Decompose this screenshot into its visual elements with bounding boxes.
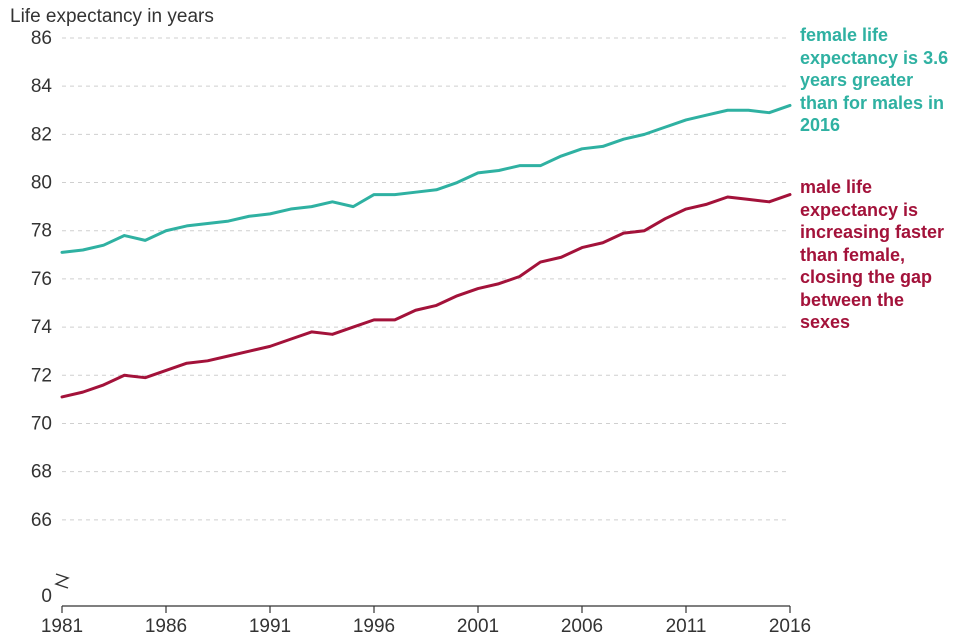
y-tick-label: 68 [31,462,52,483]
y-tick-label: 66 [31,510,52,531]
x-tick-label: 1996 [353,616,395,637]
y-tick-label: 80 [31,173,52,194]
y-tick-label: 72 [31,365,52,386]
y-tick-label: 84 [31,76,53,97]
x-tick-label: 2001 [457,616,499,637]
y-tick-label: 74 [31,317,53,338]
annotation-1: male life expectancy is increasing faste… [800,176,950,334]
x-tick-label: 1991 [249,616,291,637]
y-tick-label: 82 [31,124,52,145]
y-axis-title: Life expectancy in years [10,6,214,27]
x-tick-label: 2011 [666,616,707,637]
annotation-0: female life expectancy is 3.6 years grea… [800,24,950,137]
chart-container: Life expectancy in years 66 68 70 72 74 76 78 80… [0,0,960,640]
y-tick-label: 70 [31,413,52,434]
x-tick-label: 2016 [769,616,811,637]
x-tick-label: 1986 [145,616,187,637]
y-zero-label: 0 [41,586,52,607]
y-tick-label: 78 [31,221,52,242]
x-tick-label: 2006 [561,616,603,637]
x-tick-label: 1981 [41,616,83,637]
y-tick-label: 86 [31,28,52,49]
y-tick-label: 76 [31,269,52,290]
